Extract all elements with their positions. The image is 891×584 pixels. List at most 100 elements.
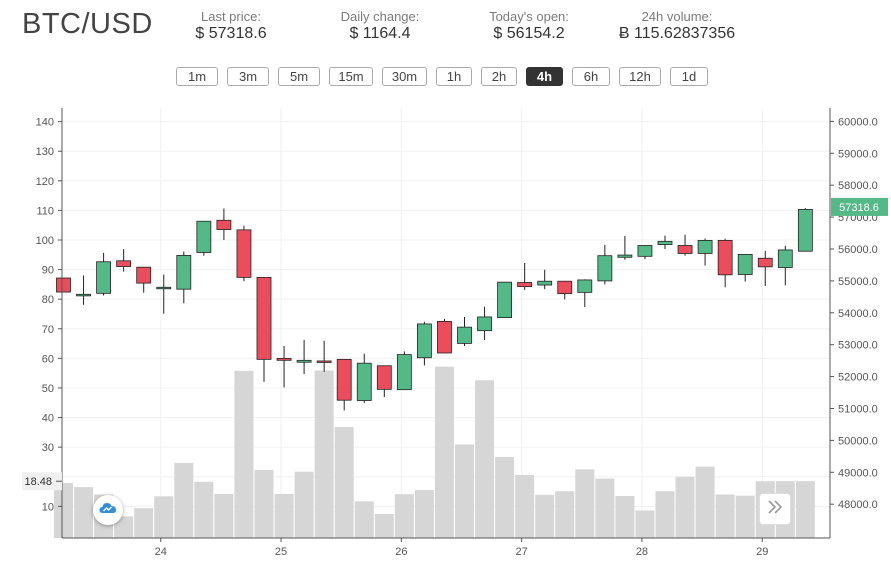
interval-button-6h[interactable]: 6h bbox=[572, 67, 610, 86]
interval-button-3m[interactable]: 3m bbox=[227, 67, 269, 86]
candle-up bbox=[597, 255, 613, 282]
time-tick-label: 29 bbox=[756, 546, 768, 558]
price-tick-label: 60000.0 bbox=[838, 116, 878, 128]
volume-tick-label: 50 bbox=[42, 383, 54, 395]
interval-button-5m[interactable]: 5m bbox=[278, 67, 320, 86]
price-tick-label: 54000.0 bbox=[838, 308, 878, 320]
volume-24h-stat: 24h volume: Ƀ 115.62837356 bbox=[614, 9, 740, 43]
candle-down bbox=[717, 239, 733, 276]
volume-bar bbox=[354, 501, 374, 538]
candle-up bbox=[737, 254, 753, 275]
volume-tick-label: 60 bbox=[42, 353, 54, 365]
candle-up bbox=[457, 326, 472, 344]
todays-open-stat: Today's open: $ 56154.2 bbox=[484, 9, 574, 43]
volume-bar bbox=[194, 481, 214, 538]
price-tick-label: 52000.0 bbox=[838, 372, 878, 384]
interval-button-30m[interactable]: 30m bbox=[382, 67, 427, 86]
candle-up bbox=[697, 239, 713, 254]
candle-up bbox=[176, 254, 192, 290]
candle-up bbox=[797, 209, 813, 252]
volume-bar bbox=[495, 456, 515, 538]
volume-bar bbox=[715, 494, 735, 538]
cloud-icon bbox=[99, 501, 117, 520]
price-tick-label: 48000.0 bbox=[838, 499, 878, 511]
volume-bar bbox=[114, 516, 134, 538]
pair-title: BTC/USD bbox=[22, 8, 153, 40]
volume-bar bbox=[795, 481, 815, 538]
scroll-to-latest-button[interactable] bbox=[759, 493, 791, 525]
volume-bar bbox=[74, 487, 94, 538]
volume-bar bbox=[314, 370, 334, 538]
candle-up bbox=[637, 245, 653, 257]
volume-bar bbox=[214, 493, 234, 538]
interval-selector: 1m 3m 5m 15m 30m 1h 2h 4h 6h 12h 1d bbox=[176, 67, 708, 86]
volume-bar bbox=[575, 469, 595, 538]
last-price-stat: Last price: $ 57318.6 bbox=[195, 9, 267, 43]
candle-down bbox=[256, 276, 272, 360]
volume-tick-label: 70 bbox=[42, 324, 54, 336]
candle-down bbox=[557, 280, 573, 295]
volume-bar bbox=[615, 495, 635, 538]
volume-bar bbox=[154, 496, 174, 538]
candle-down bbox=[56, 277, 71, 293]
volume-bar bbox=[334, 427, 354, 538]
candle-down bbox=[437, 321, 452, 354]
candle-up bbox=[156, 286, 172, 290]
candle-down bbox=[316, 360, 332, 363]
volume-bar bbox=[475, 380, 495, 538]
candle-up bbox=[416, 323, 432, 359]
candle-up bbox=[577, 279, 593, 293]
candle-down bbox=[517, 282, 533, 288]
candle-down bbox=[376, 365, 392, 390]
volume-bar bbox=[555, 491, 575, 538]
price-tick-label: 59000.0 bbox=[838, 148, 878, 160]
chart-axes: 10203040506070809010011012013014048000.0… bbox=[22, 108, 888, 558]
volume-bar bbox=[434, 366, 454, 538]
candle-up bbox=[617, 254, 633, 258]
price-tick-label: 51000.0 bbox=[838, 403, 878, 415]
volume-bar bbox=[234, 370, 254, 538]
double-chevron-right-icon bbox=[766, 499, 784, 520]
daily-change-value: $ 1164.4 bbox=[349, 25, 411, 42]
interval-button-1d[interactable]: 1d bbox=[670, 67, 708, 86]
volume-bar bbox=[655, 491, 675, 538]
volume-bar bbox=[374, 514, 394, 538]
volume-bar bbox=[675, 476, 695, 538]
volume-bar bbox=[455, 444, 474, 538]
volume-tick-label: 130 bbox=[36, 146, 54, 158]
candle-up bbox=[537, 280, 553, 286]
interval-button-12h[interactable]: 12h bbox=[619, 67, 661, 86]
candle-up bbox=[657, 240, 673, 245]
volume-bar bbox=[695, 466, 715, 538]
volume-tick-label: 120 bbox=[36, 176, 54, 188]
volume-bar bbox=[515, 474, 535, 538]
last-price-marker-label: 57318.6 bbox=[839, 202, 879, 214]
price-tick-label: 55000.0 bbox=[838, 276, 878, 288]
volume-tick-label: 10 bbox=[42, 501, 54, 513]
volume-bar bbox=[274, 493, 294, 538]
interval-button-1h[interactable]: 1h bbox=[436, 67, 472, 86]
volume-tick-label: 90 bbox=[42, 265, 54, 277]
candle-up bbox=[396, 354, 412, 391]
chart-logo-button[interactable] bbox=[93, 495, 123, 525]
volume-bar bbox=[595, 478, 615, 538]
candle-down bbox=[136, 266, 152, 284]
candle-up bbox=[356, 362, 372, 401]
candle-down bbox=[216, 219, 232, 230]
interval-button-4h[interactable]: 4h bbox=[526, 67, 563, 86]
price-tick-label: 53000.0 bbox=[838, 340, 878, 352]
volume-bar bbox=[535, 494, 555, 538]
time-tick-label: 26 bbox=[395, 546, 407, 558]
price-tick-label: 49000.0 bbox=[838, 467, 878, 479]
volume-bar bbox=[54, 482, 73, 538]
candlesticks bbox=[56, 208, 813, 411]
last-price-value: $ 57318.6 bbox=[195, 25, 267, 42]
interval-button-1m[interactable]: 1m bbox=[176, 67, 218, 86]
interval-button-2h[interactable]: 2h bbox=[481, 67, 517, 86]
volume-24h-label: 24h volume: bbox=[641, 9, 713, 24]
crosshair-volume-marker bbox=[22, 472, 62, 491]
volume-bar bbox=[735, 495, 755, 538]
interval-button-15m[interactable]: 15m bbox=[329, 67, 373, 86]
time-tick-label: 25 bbox=[275, 546, 287, 558]
